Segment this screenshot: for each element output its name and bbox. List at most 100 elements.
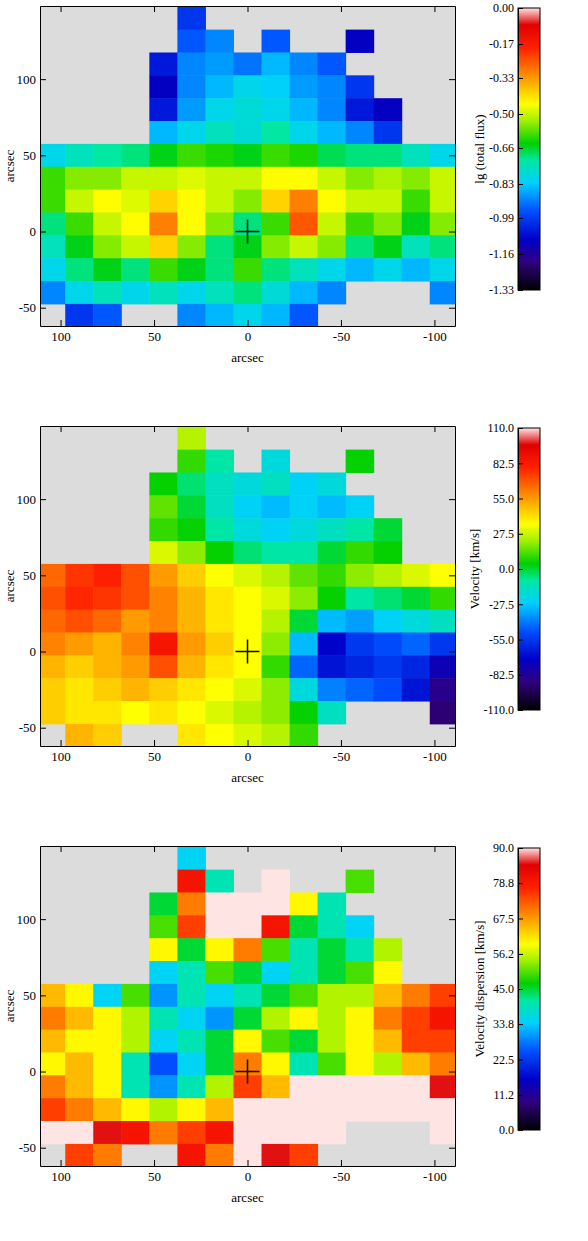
cell bbox=[233, 961, 262, 984]
tick-label: 0 bbox=[245, 1169, 252, 1184]
cell bbox=[93, 258, 122, 281]
cell bbox=[290, 724, 319, 746]
tick-label: -50 bbox=[333, 749, 350, 764]
cell bbox=[177, 541, 206, 564]
cell bbox=[149, 632, 178, 655]
tick: -50 bbox=[19, 300, 46, 315]
cell bbox=[205, 724, 234, 746]
cell bbox=[205, 541, 234, 564]
cell bbox=[149, 144, 178, 167]
cell bbox=[149, 984, 178, 1007]
cell bbox=[40, 258, 66, 281]
cell bbox=[40, 235, 66, 258]
cell bbox=[262, 610, 291, 633]
cell bbox=[318, 587, 347, 610]
cell bbox=[262, 1121, 291, 1144]
tick: 100 bbox=[17, 912, 47, 927]
colorbar-tick-label: 0.0 bbox=[499, 562, 514, 576]
cell bbox=[121, 190, 150, 213]
tick: 0 bbox=[245, 740, 252, 764]
y-axis-title: arcsec bbox=[2, 150, 17, 183]
cell bbox=[205, 915, 234, 938]
cell bbox=[262, 587, 291, 610]
cell bbox=[121, 564, 150, 587]
cell bbox=[93, 1075, 122, 1098]
cell bbox=[233, 52, 262, 75]
cell bbox=[149, 121, 178, 144]
cell bbox=[430, 610, 455, 633]
cell bbox=[318, 938, 347, 961]
colorbar-tick-mark bbox=[518, 218, 523, 219]
tick-mark bbox=[434, 846, 435, 852]
cell bbox=[149, 52, 178, 75]
tick: -50 bbox=[19, 1140, 46, 1155]
cell bbox=[205, 587, 234, 610]
cell bbox=[121, 258, 150, 281]
cell bbox=[374, 541, 403, 564]
colorbar-tick-label: -0.33 bbox=[489, 71, 514, 85]
cell bbox=[205, 892, 234, 915]
cell bbox=[402, 1030, 431, 1053]
cell bbox=[177, 564, 206, 587]
cell bbox=[149, 235, 178, 258]
cell bbox=[40, 984, 66, 1007]
cell bbox=[65, 564, 94, 587]
cell bbox=[290, 212, 319, 235]
cell bbox=[233, 1098, 262, 1121]
cell bbox=[402, 1098, 431, 1121]
cell bbox=[121, 984, 150, 1007]
cell bbox=[40, 1098, 66, 1121]
cell bbox=[290, 75, 319, 98]
colorbar-tick-mark bbox=[518, 919, 523, 920]
tick-mark bbox=[449, 1148, 455, 1149]
cell bbox=[374, 610, 403, 633]
colorbar-tick-label: 67.5 bbox=[493, 912, 514, 926]
cell bbox=[318, 235, 347, 258]
colorbar-tick-mark bbox=[518, 114, 523, 115]
cell bbox=[430, 1121, 455, 1144]
cell bbox=[346, 1052, 375, 1075]
cell bbox=[346, 121, 375, 144]
x-axis: 100500-50-100 bbox=[41, 1160, 456, 1184]
tick: 0 bbox=[30, 644, 47, 659]
cell bbox=[430, 564, 455, 587]
cell bbox=[40, 144, 66, 167]
colorbar-tick-mark bbox=[518, 534, 523, 535]
colorbar-gradient bbox=[518, 8, 540, 290]
tick-mark bbox=[40, 728, 46, 729]
cell bbox=[346, 541, 375, 564]
colorbar-tick-label: 110.0 bbox=[487, 421, 514, 435]
cell bbox=[177, 1007, 206, 1030]
axis-line bbox=[40, 427, 41, 747]
tick-mark bbox=[449, 652, 455, 653]
tick bbox=[61, 426, 62, 432]
cell bbox=[65, 1121, 94, 1144]
cell bbox=[205, 167, 234, 190]
cell bbox=[374, 98, 403, 121]
cell bbox=[430, 1007, 455, 1030]
cell bbox=[233, 678, 262, 701]
axis-line bbox=[40, 847, 41, 1167]
cell bbox=[262, 518, 291, 541]
cell bbox=[346, 610, 375, 633]
cell bbox=[177, 610, 206, 633]
cell bbox=[318, 541, 347, 564]
tick: 50 bbox=[148, 320, 161, 344]
cell bbox=[430, 281, 455, 304]
cell bbox=[40, 1007, 66, 1030]
cell bbox=[402, 212, 431, 235]
cell bbox=[149, 212, 178, 235]
cell bbox=[402, 1052, 431, 1075]
cell bbox=[40, 190, 66, 213]
axis-line bbox=[455, 847, 456, 1167]
cell bbox=[290, 892, 319, 915]
cell bbox=[121, 701, 150, 724]
tick bbox=[449, 499, 455, 500]
cell bbox=[346, 235, 375, 258]
cell bbox=[402, 587, 431, 610]
cell bbox=[262, 52, 291, 75]
cell bbox=[65, 304, 94, 326]
colorbar-gradient bbox=[518, 428, 540, 710]
cell bbox=[262, 701, 291, 724]
colorbar-tick-mark bbox=[518, 954, 523, 955]
